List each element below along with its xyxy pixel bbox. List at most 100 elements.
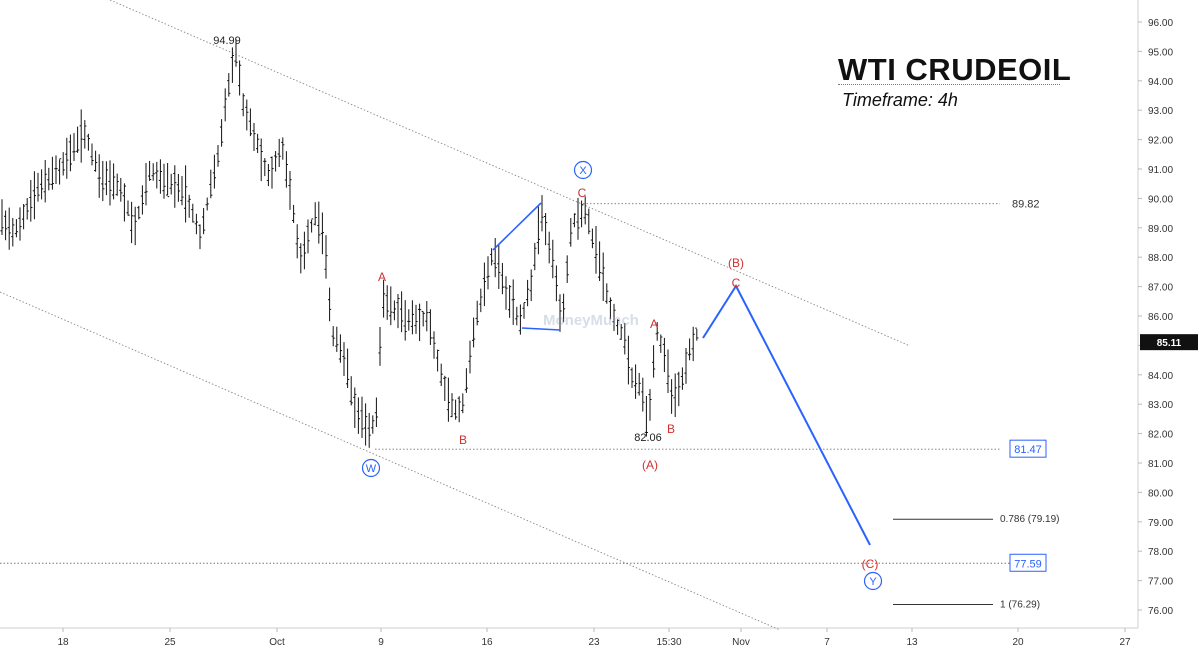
ohlc-bar bbox=[302, 231, 306, 270]
ohlc-bar bbox=[176, 173, 180, 202]
ohlc-bar bbox=[338, 334, 342, 363]
price-tick-label: 81.00 bbox=[1148, 459, 1173, 470]
key-level-label: 77.59 bbox=[1014, 558, 1042, 570]
ohlc-bar bbox=[194, 213, 198, 235]
ohlc-bar bbox=[270, 156, 274, 189]
ohlc-bar bbox=[634, 364, 638, 399]
ohlc-bar bbox=[144, 162, 148, 206]
ohlc-bar bbox=[623, 322, 627, 355]
ohlc-bar bbox=[403, 300, 407, 341]
price-tick-label: 83.00 bbox=[1148, 400, 1173, 411]
ohlc-bar bbox=[248, 108, 252, 137]
price-tick-label: 84.00 bbox=[1148, 371, 1173, 382]
ohlc-bar bbox=[346, 348, 350, 388]
time-tick-label: 27 bbox=[1119, 637, 1131, 648]
ohlc-bar bbox=[234, 39, 238, 67]
ohlc-bar bbox=[18, 207, 22, 241]
ohlc-bar bbox=[256, 133, 260, 153]
ohlc-bar bbox=[374, 397, 378, 428]
ohlc-bar bbox=[356, 397, 360, 434]
ohlc-bar bbox=[4, 210, 8, 241]
time-tick-label: Nov bbox=[732, 637, 750, 648]
ohlc-bar bbox=[324, 235, 328, 279]
ohlc-bar bbox=[688, 338, 692, 361]
time-tick-label: 20 bbox=[1012, 637, 1024, 648]
ohlc-bar bbox=[493, 238, 497, 278]
wave-label-w: W bbox=[366, 463, 377, 475]
wave-label: B bbox=[667, 422, 675, 436]
ohlc-bar bbox=[518, 304, 522, 335]
key-level-box bbox=[1009, 439, 1047, 458]
ohlc-bar bbox=[526, 279, 530, 307]
price-tick-label: 80.00 bbox=[1148, 488, 1173, 499]
ohlc-bar bbox=[223, 88, 227, 122]
price-tick-label: 90.00 bbox=[1148, 194, 1173, 205]
ohlc-bar bbox=[436, 349, 440, 372]
ohlc-bar bbox=[115, 173, 119, 196]
ohlc-bar bbox=[594, 226, 598, 274]
ohlc-bar bbox=[385, 285, 389, 320]
ohlc-bar bbox=[378, 327, 382, 366]
ohlc-bar bbox=[83, 120, 87, 149]
ohlc-bar bbox=[317, 201, 321, 244]
ohlc-bar bbox=[428, 309, 432, 345]
ohlc-bar bbox=[220, 119, 224, 147]
ohlc-bar bbox=[547, 231, 551, 264]
ohlc-bar bbox=[133, 206, 137, 246]
ohlc-bar bbox=[68, 134, 72, 172]
fib-level-label: 1 (76.29) bbox=[1000, 599, 1040, 610]
ohlc-bar bbox=[695, 327, 699, 341]
ohlc-bar bbox=[169, 173, 173, 195]
ohlc-bar bbox=[670, 379, 674, 414]
ohlc-bar bbox=[227, 73, 231, 97]
ohlc-bar bbox=[7, 207, 11, 250]
ohlc-bar bbox=[94, 150, 98, 172]
price-tick-label: 94.00 bbox=[1148, 77, 1173, 88]
wave-label: A bbox=[650, 317, 658, 331]
chart-subtitle: Timeframe: 4h bbox=[842, 90, 958, 110]
ohlc-bar bbox=[396, 293, 400, 329]
ohlc-bar bbox=[90, 143, 94, 166]
wave-label: A bbox=[378, 270, 386, 284]
ohlc-bar bbox=[644, 395, 648, 437]
ohlc-bar bbox=[0, 199, 4, 236]
ohlc-bar bbox=[500, 262, 504, 295]
ohlc-bar bbox=[536, 206, 540, 255]
ohlc-bar bbox=[295, 224, 299, 259]
key-level-label: 89.82 bbox=[1012, 199, 1040, 211]
ohlc-bar bbox=[14, 219, 18, 238]
ohlc-bar bbox=[551, 239, 555, 279]
ohlc-bar bbox=[61, 152, 65, 176]
price-tick-label: 86.00 bbox=[1148, 312, 1173, 323]
time-tick-label: 25 bbox=[164, 637, 176, 648]
ohlc-bar bbox=[36, 172, 40, 202]
wave-projection-path bbox=[702, 283, 871, 546]
ohlc-bar bbox=[641, 377, 645, 412]
ohlc-bar bbox=[475, 300, 479, 326]
ohlc-bar bbox=[86, 133, 90, 151]
ohlc-bar bbox=[230, 47, 234, 83]
ohlc-bar bbox=[554, 265, 558, 302]
ohlc-bars bbox=[0, 39, 699, 448]
ohlc-bar bbox=[630, 367, 634, 389]
ohlc-bar bbox=[504, 276, 508, 310]
ohlc-bar bbox=[292, 204, 296, 223]
ohlc-bar bbox=[310, 218, 314, 233]
ohlc-bar bbox=[392, 300, 396, 321]
time-tick-label: Oct bbox=[269, 637, 285, 648]
ohlc-bar bbox=[432, 331, 436, 359]
ohlc-bar bbox=[335, 326, 339, 352]
time-tick-label: 18 bbox=[57, 637, 69, 648]
time-tick-label: 9 bbox=[378, 637, 384, 648]
ohlc-bar bbox=[450, 393, 454, 418]
wave-line-b bbox=[521, 327, 561, 331]
ohlc-bar bbox=[187, 194, 191, 218]
ohlc-bar bbox=[565, 255, 569, 283]
wave-label-y: Y bbox=[869, 576, 877, 588]
ohlc-bar bbox=[497, 245, 501, 290]
ohlc-bar bbox=[691, 326, 695, 362]
ohlc-bar bbox=[598, 241, 602, 282]
ohlc-bar bbox=[410, 300, 414, 335]
price-tick-label: 95.00 bbox=[1148, 47, 1173, 58]
ohlc-bar bbox=[572, 213, 576, 228]
